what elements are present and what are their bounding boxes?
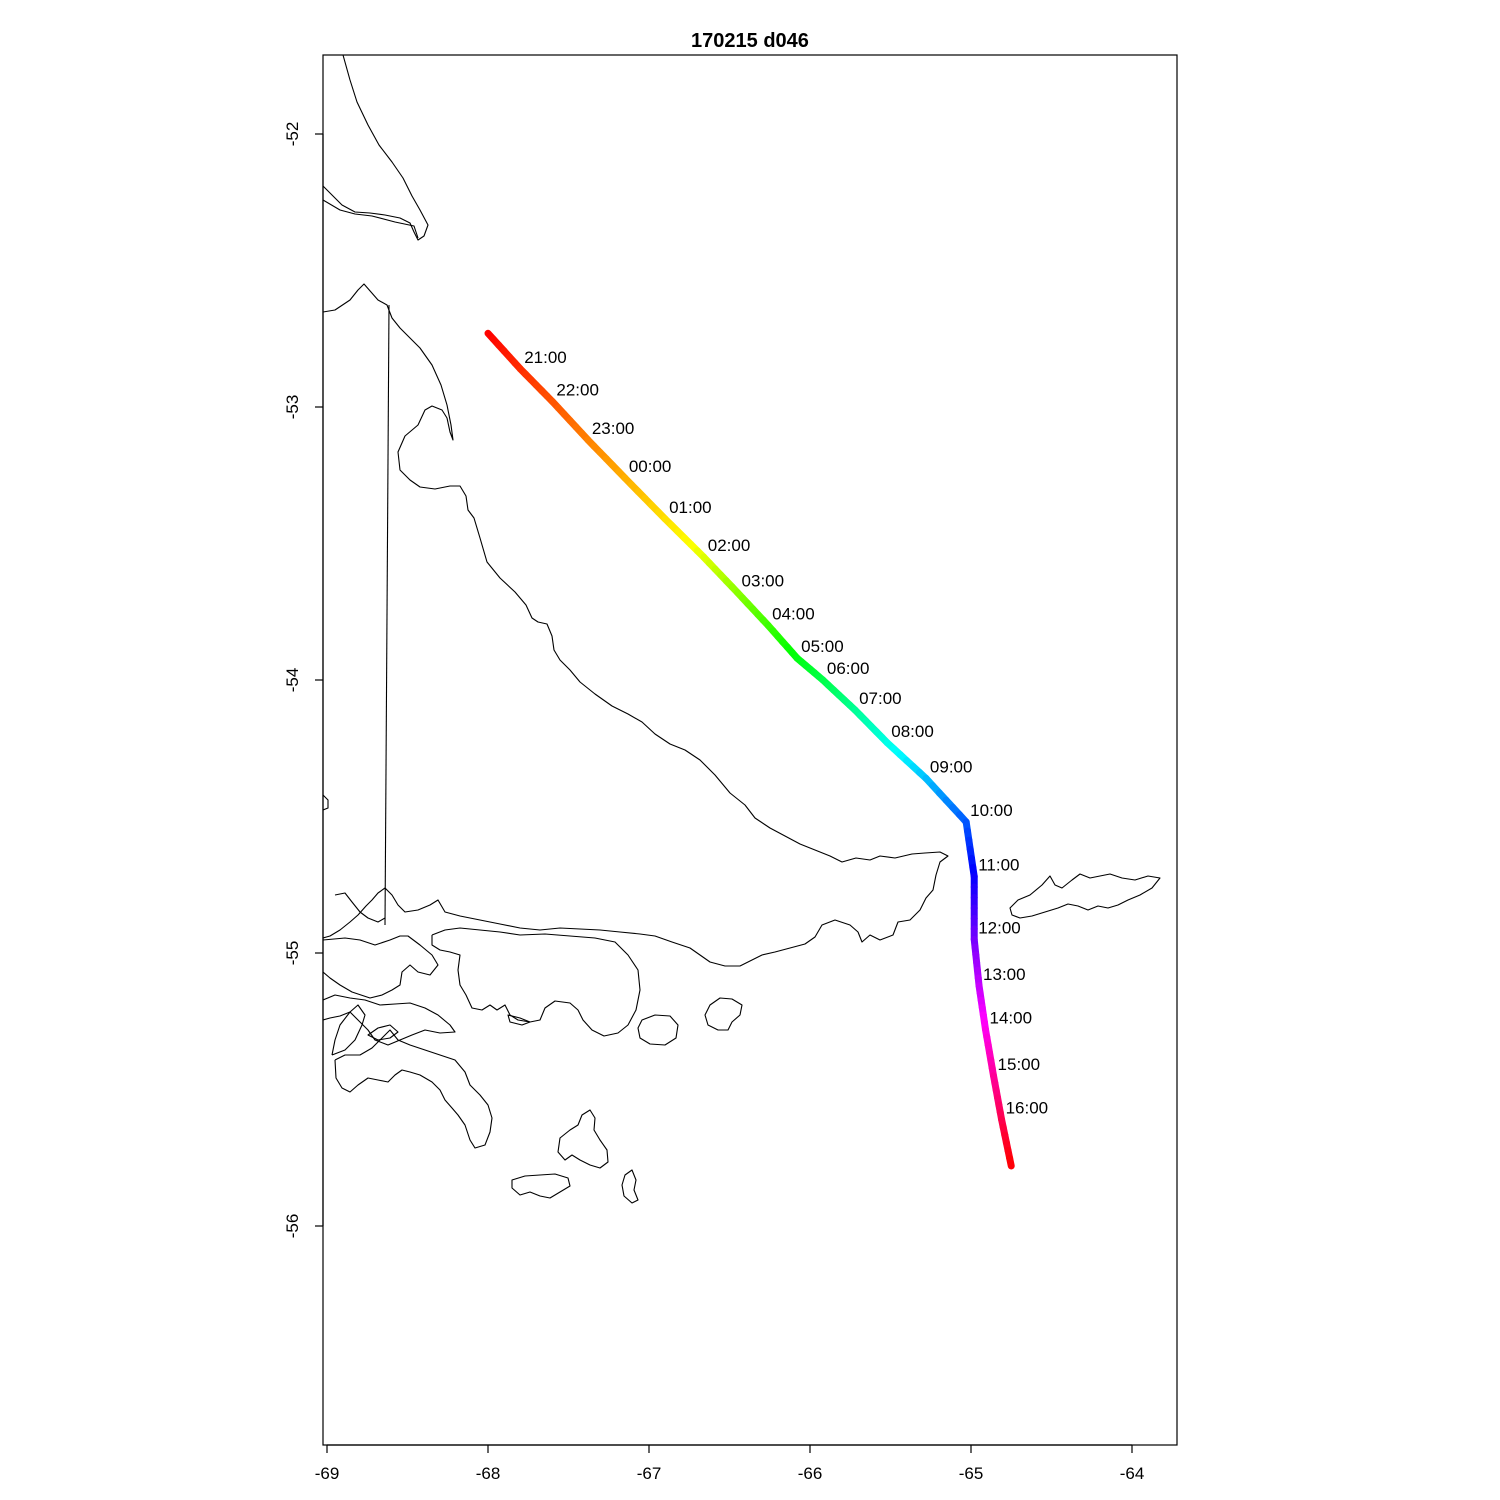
y-tick-label: -54 [283,668,302,693]
coastline-beagle-south [323,935,439,999]
isla-de-los-estados [1009,873,1161,919]
coastline-small-west [323,794,329,811]
coastline-inlet [323,199,419,239]
track-time-label: 05:00 [801,637,844,656]
track-time-label: 04:00 [772,604,815,623]
track-time-label: 06:00 [827,659,870,678]
island-small-1 [507,1014,531,1026]
island-hermite [557,1109,609,1169]
track-line [484,329,1015,1170]
track-time-label: 03:00 [742,572,785,591]
track-time-label: 13:00 [983,965,1026,984]
x-tick-label: -67 [637,1464,662,1483]
map-title: 170215 d046 [691,30,809,52]
x-tick-label: -65 [959,1464,984,1483]
island-south-1 [511,1173,571,1199]
island-hoste [323,994,456,1046]
y-tick-label: -55 [283,941,302,966]
y-tick-label: -52 [283,122,302,147]
track-time-label: 10:00 [970,801,1013,820]
island-center-small [367,1024,399,1041]
coastline-tierra-del-fuego [323,283,949,967]
track-time-label: 11:00 [978,856,1019,875]
coastline-north [323,55,429,241]
x-axis: -69 -68 -67 -66 -65 -64 [315,1444,1145,1483]
track-time-label: 08:00 [891,722,934,741]
border-line [384,304,390,926]
island-south-west [331,1004,366,1056]
island-wollaston [334,1029,493,1149]
x-tick-label: -69 [315,1464,340,1483]
coastline-navarino [431,927,641,1037]
island-oval-1 [637,1014,679,1046]
plot-frame [322,54,1178,1446]
coastline-inlet-west [334,892,386,923]
x-tick-label: -64 [1120,1464,1145,1483]
track-time-label: 00:00 [629,457,672,476]
track-time-label: 07:00 [859,689,902,708]
x-tick-label: -68 [476,1464,501,1483]
y-axis: -52 -53 -54 -55 -56 [283,122,324,1239]
track-time-label: 15:00 [998,1055,1041,1074]
track-time-label: 09:00 [930,757,973,776]
track-time-label: 22:00 [556,381,599,400]
track-time-label: 12:00 [978,918,1021,937]
track-segment [1006,1154,1015,1170]
track-labels: 21:00 22:00 23:00 00:00 01:00 02:00 03:00 04:00… [524,348,1049,1118]
track-time-label: 01:00 [669,498,712,517]
track-time-label: 16:00 [1006,1099,1049,1118]
island-south-2 [621,1169,639,1204]
track-time-label: 02:00 [708,536,751,555]
y-tick-label: -56 [283,1214,302,1239]
track-time-label: 23:00 [592,419,635,438]
y-tick-label: -53 [283,395,302,420]
island-oval-2 [704,997,743,1031]
track-time-label: 21:00 [524,348,567,367]
track-time-label: 14:00 [989,1008,1032,1027]
coastlines [323,55,1161,1204]
x-tick-label: -66 [798,1464,823,1483]
